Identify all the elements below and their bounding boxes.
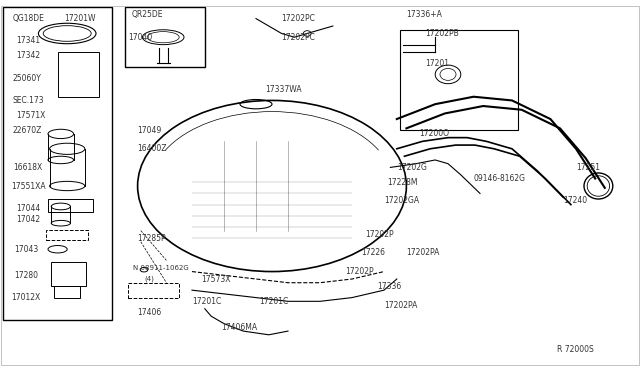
Bar [48, 199, 93, 212]
Text: 17336+A: 17336+A [406, 10, 442, 19]
Text: SEC.173: SEC.173 [13, 96, 44, 105]
Bar [54, 286, 80, 298]
Text: 25060Y: 25060Y [13, 74, 42, 83]
Bar [400, 30, 518, 130]
Text: 17341: 17341 [16, 36, 40, 45]
Text: 17551XA: 17551XA [12, 182, 46, 190]
Bar [46, 230, 88, 240]
Text: 17201W: 17201W [64, 14, 95, 23]
Text: 09146-8162G: 09146-8162G [474, 174, 525, 183]
Text: 17201: 17201 [426, 59, 450, 68]
Text: 17571X: 17571X [16, 111, 45, 120]
Text: 17049: 17049 [138, 126, 162, 135]
Text: 16618X: 16618X [13, 163, 42, 172]
Text: 17202G: 17202G [397, 163, 427, 172]
Text: 17240: 17240 [563, 196, 588, 205]
Text: 17202P: 17202P [346, 267, 374, 276]
Text: 17042: 17042 [16, 215, 40, 224]
Text: 17226: 17226 [362, 248, 385, 257]
Text: 17202P: 17202P [365, 230, 394, 239]
Text: 17201C: 17201C [192, 297, 221, 306]
Text: 17043: 17043 [14, 245, 38, 254]
Text: 17201C: 17201C [259, 297, 289, 306]
Text: QR25DE: QR25DE [131, 10, 163, 19]
Text: 17573X: 17573X [202, 275, 231, 283]
Bar [3, 7, 112, 320]
Text: 22670Z: 22670Z [13, 126, 42, 135]
Text: 17251: 17251 [576, 163, 600, 172]
Text: 17336: 17336 [378, 282, 402, 291]
Text: 17202PC: 17202PC [282, 14, 316, 23]
Text: 17202PB: 17202PB [426, 29, 460, 38]
Text: 17337WA: 17337WA [266, 85, 302, 94]
Text: 17202PA: 17202PA [384, 301, 417, 310]
Text: 17285P: 17285P [138, 234, 166, 243]
Bar [128, 283, 179, 298]
Bar [51, 262, 86, 286]
Text: 17342: 17342 [16, 51, 40, 60]
Text: 17202PA: 17202PA [406, 248, 440, 257]
Text: 17012X: 17012X [12, 293, 41, 302]
Text: 17044: 17044 [16, 204, 40, 213]
Bar [58, 52, 99, 97]
Text: 16400Z: 16400Z [138, 144, 167, 153]
Text: N 08911-1062G: N 08911-1062G [133, 265, 189, 271]
Text: 17406MA: 17406MA [221, 323, 257, 332]
Text: 17228M: 17228M [387, 178, 418, 187]
Text: 17202PC: 17202PC [282, 33, 316, 42]
Text: 17200O: 17200O [419, 129, 449, 138]
Text: R 72000S: R 72000S [557, 345, 593, 354]
Text: 17202GA: 17202GA [384, 196, 419, 205]
Text: 17280: 17280 [14, 271, 38, 280]
Text: (4): (4) [144, 276, 154, 282]
Text: 17040: 17040 [128, 33, 152, 42]
Text: 17406: 17406 [138, 308, 162, 317]
Text: QG18DE: QG18DE [13, 14, 45, 23]
Bar [125, 7, 205, 67]
